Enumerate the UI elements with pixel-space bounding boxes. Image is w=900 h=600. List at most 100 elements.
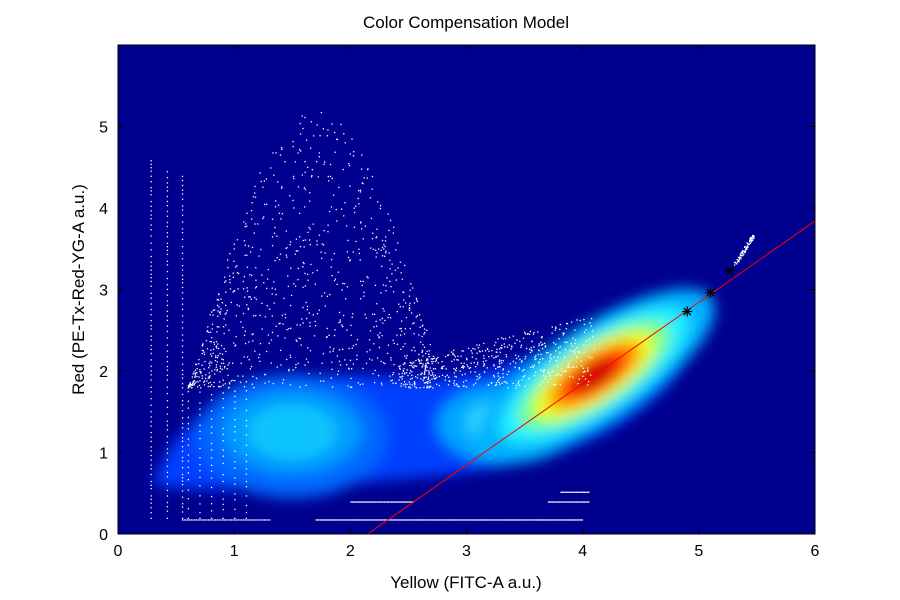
scatter-point — [381, 501, 383, 503]
scatter-point — [735, 262, 737, 264]
scatter-point — [383, 248, 385, 250]
scatter-point — [581, 501, 583, 503]
scatter-point — [423, 370, 426, 373]
scatter-point — [576, 519, 578, 521]
scatter-point — [281, 213, 284, 215]
scatter-point — [574, 519, 577, 521]
scatter-point — [748, 243, 750, 245]
scatter-point — [453, 368, 455, 370]
scatter-point — [302, 127, 304, 130]
scatter-point — [549, 519, 551, 521]
scatter-point — [348, 519, 351, 521]
scatter-point — [370, 217, 373, 220]
scatter-point — [560, 501, 562, 503]
scatter-point — [304, 188, 307, 191]
scatter-point — [499, 363, 501, 365]
scatter-point — [243, 386, 246, 388]
scatter-point — [421, 350, 424, 352]
scatter-point — [405, 357, 407, 359]
scatter-point — [318, 155, 321, 158]
scatter-point — [493, 376, 496, 378]
scatter-point — [219, 367, 222, 370]
scatter-point — [275, 152, 277, 154]
scatter-point — [510, 348, 512, 350]
scatter-point — [534, 519, 536, 521]
scatter-point — [218, 385, 220, 388]
scatter-point — [412, 362, 414, 365]
scatter-point — [324, 161, 326, 163]
scatter-point — [331, 275, 333, 277]
scatter-point — [390, 501, 393, 503]
scatter-point — [286, 256, 288, 258]
scatter-point — [734, 261, 736, 263]
scatter-point — [375, 320, 377, 323]
scatter-point — [406, 369, 408, 371]
scatter-point — [232, 379, 234, 382]
scatter-point — [271, 293, 273, 295]
scatter-point — [251, 246, 254, 249]
scatter-point — [477, 361, 479, 364]
scatter-point — [447, 384, 450, 386]
x-tick-label: 6 — [811, 543, 820, 560]
scatter-point — [421, 351, 423, 354]
scatter-point — [150, 273, 152, 275]
scatter-point — [739, 258, 741, 260]
scatter-point — [150, 205, 152, 207]
scatter-point — [493, 344, 496, 346]
scatter-point — [348, 368, 350, 370]
scatter-point — [558, 373, 560, 376]
scatter-point — [187, 472, 189, 474]
scatter-point — [253, 296, 256, 299]
scatter-point — [464, 373, 466, 375]
scatter-point — [429, 519, 432, 521]
scatter-point — [495, 355, 497, 358]
scatter-point — [278, 212, 281, 214]
scatter-point — [381, 255, 384, 257]
x-axis-label: Yellow (FITC-A a.u.) — [390, 573, 541, 592]
scatter-point — [222, 508, 224, 511]
scatter-point — [207, 382, 210, 384]
scatter-point — [209, 361, 211, 363]
scatter-point — [467, 347, 470, 350]
scatter-point — [567, 363, 570, 365]
scatter-point — [586, 491, 589, 493]
scatter-point — [404, 362, 406, 365]
scatter-point — [357, 501, 359, 503]
scatter-point — [289, 195, 291, 197]
scatter-point — [214, 359, 217, 362]
scatter-point — [352, 313, 354, 315]
scatter-point — [235, 315, 238, 317]
scatter-point — [396, 343, 399, 345]
scatter-point — [216, 331, 218, 333]
scatter-point — [298, 236, 301, 238]
scatter-point — [742, 251, 744, 253]
scatter-point — [457, 385, 459, 387]
scatter-point — [403, 362, 406, 364]
scatter-point — [181, 427, 184, 429]
scatter-point — [347, 385, 349, 387]
scatter-point — [493, 364, 495, 366]
scatter-point — [562, 370, 564, 373]
scatter-point — [187, 460, 189, 462]
scatter-point — [410, 283, 412, 285]
scatter-point — [519, 340, 521, 343]
scatter-point — [245, 398, 248, 400]
scatter-point — [356, 358, 358, 361]
scatter-point — [556, 501, 558, 503]
scatter-point — [234, 519, 236, 521]
scatter-point — [739, 254, 742, 256]
scatter-point — [493, 519, 496, 521]
scatter-point — [424, 369, 426, 371]
scatter-point — [262, 519, 264, 521]
scatter-point — [215, 364, 218, 366]
y-tick-label: 5 — [99, 120, 108, 137]
scatter-point — [432, 368, 435, 370]
scatter-point — [567, 501, 569, 503]
scatter-point — [189, 381, 192, 384]
scatter-point — [378, 501, 380, 503]
scatter-point — [329, 519, 331, 521]
scatter-point — [185, 519, 187, 521]
scatter-point — [400, 376, 402, 378]
scatter-point — [350, 501, 352, 503]
x-tick-label: 0 — [114, 543, 123, 560]
